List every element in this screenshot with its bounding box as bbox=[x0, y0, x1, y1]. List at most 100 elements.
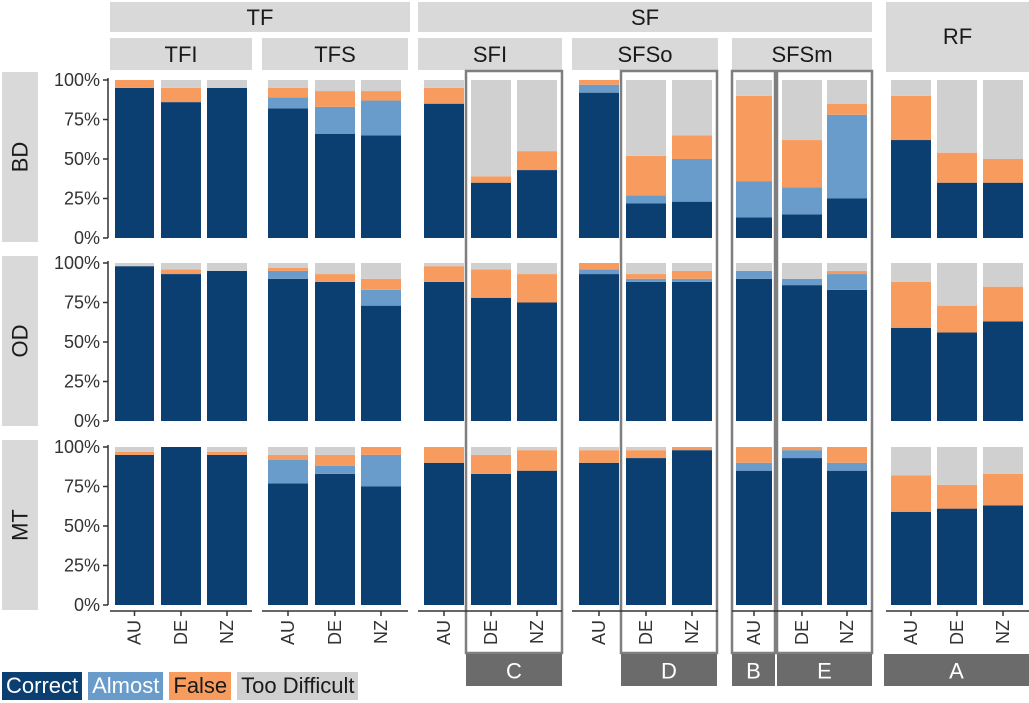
bar-mt-tfi-nz-too-difficult bbox=[207, 447, 247, 452]
group-strip-label: TF bbox=[247, 5, 274, 30]
bar-mt-tfs-au-correct bbox=[268, 483, 308, 605]
bar-od-sfso-de-almost bbox=[626, 278, 666, 282]
bar-bd-sfi-de-too-difficult bbox=[471, 80, 511, 177]
bar-mt-sfsm-au-correct bbox=[736, 470, 772, 605]
group-strip-label: RF bbox=[943, 24, 972, 49]
bar-bd-sfso-nz-false bbox=[672, 135, 712, 159]
bar-od-sfi-de-correct bbox=[471, 297, 511, 421]
bar-od-tfs-de-false bbox=[315, 274, 355, 282]
bar-bd-tfi-au-false bbox=[115, 80, 154, 88]
bar-bd-tfs-de-false bbox=[315, 91, 355, 107]
bar-mt-sfi-de-false bbox=[471, 454, 511, 474]
panel-strip-label: SFI bbox=[473, 42, 507, 67]
bar-od-tfi-de-false bbox=[161, 269, 201, 275]
bar-bd-tfs-nz-false bbox=[361, 91, 401, 101]
y-tick-label: 50% bbox=[64, 149, 100, 169]
x-axes: AU DE NZ AU DE NZ AU DE NZ AU DE NZ AU DE NZ AU DE NZ bbox=[110, 610, 1029, 645]
bar-bd-rf-nz-correct bbox=[983, 182, 1023, 238]
legend-item-correct: Correct bbox=[2, 672, 83, 700]
annotation-bar-e bbox=[777, 654, 872, 686]
bar-od-rf-de-false bbox=[937, 305, 977, 333]
x-tick-label: DE bbox=[636, 620, 656, 645]
bar-mt-tfs-de-too-difficult bbox=[315, 447, 355, 455]
bar-od-sfsm-nz-false bbox=[827, 270, 867, 275]
bar-mt-rf-au-false bbox=[891, 475, 931, 512]
y-tick-label: 25% bbox=[64, 556, 100, 576]
bar-od-sfi-nz-correct bbox=[517, 302, 557, 421]
bar-bd-sfi-nz-too-difficult bbox=[517, 80, 557, 152]
bar-mt-sfso-au-too-difficult bbox=[579, 447, 619, 451]
bar-od-sfso-au-almost bbox=[579, 269, 619, 275]
x-tick-label: AU bbox=[589, 620, 609, 645]
bar-bd-sfi-de-correct bbox=[471, 182, 511, 238]
x-tick-label: AU bbox=[744, 620, 764, 645]
bar-mt-sfi-nz-false bbox=[517, 450, 557, 471]
panel-strip-sfi bbox=[418, 38, 562, 70]
bar-od-sfso-de-false bbox=[626, 274, 666, 279]
bar-bd-tfs-au-correct bbox=[268, 108, 308, 238]
panel-strip-label: SFSm bbox=[771, 42, 832, 67]
bar-bd-sfso-de-too-difficult bbox=[626, 80, 666, 156]
annotation-bar-a bbox=[884, 654, 1029, 686]
bar-mt-tfi-nz-correct bbox=[207, 454, 247, 605]
annotation-label: D bbox=[661, 659, 677, 684]
x-tick-label: AU bbox=[901, 620, 921, 645]
row-strip-label: MT bbox=[8, 509, 33, 541]
bar-od-tfs-au-correct bbox=[268, 278, 308, 421]
bar-mt-rf-de-false bbox=[937, 484, 977, 509]
bar-bd-sfso-nz-almost bbox=[672, 159, 712, 202]
bar-bd-sfsm-de-false bbox=[782, 140, 822, 188]
bar-mt-tfs-nz-correct bbox=[361, 486, 401, 605]
bar-od-tfs-nz-correct bbox=[361, 305, 401, 421]
bar-bd-tfs-de-correct bbox=[315, 133, 355, 238]
bar-mt-sfsm-nz-correct bbox=[827, 470, 867, 605]
bar-od-sfsm-nz-too-difficult bbox=[827, 263, 867, 271]
bar-bd-tfs-nz-almost bbox=[361, 100, 401, 136]
group-strip-label: SF bbox=[631, 5, 659, 30]
bar-mt-sfsm-nz-false bbox=[827, 447, 867, 463]
bar-od-sfsm-au-too-difficult bbox=[736, 263, 772, 271]
y-tick-label: 25% bbox=[64, 372, 100, 392]
bar-mt-tfs-de-false bbox=[315, 454, 355, 466]
bar-bd-sfso-au-false bbox=[579, 80, 619, 85]
bar-od-rf-au-too-difficult bbox=[891, 263, 931, 282]
bar-od-tfs-de-too-difficult bbox=[315, 263, 355, 275]
bar-bd-rf-de-too-difficult bbox=[937, 80, 977, 153]
y-tick-label: 75% bbox=[64, 477, 100, 497]
facet-strips: TF SF RF TFI TFS SFI SFSo SFSm BD OD MT bbox=[2, 2, 1029, 610]
bar-bd-tfs-au-almost bbox=[268, 97, 308, 109]
annotation-label: C bbox=[506, 659, 522, 684]
bar-mt-tfi-de-correct bbox=[161, 447, 201, 605]
bar-od-sfsm-au-correct bbox=[736, 278, 772, 421]
bar-bd-rf-nz-too-difficult bbox=[983, 80, 1023, 159]
panel-strip-label: SFSo bbox=[617, 42, 672, 67]
bar-bd-rf-de-false bbox=[937, 152, 977, 183]
annotation-boxes bbox=[464, 69, 874, 655]
annotation-bar-b bbox=[732, 654, 775, 686]
bar-bd-sfso-nz-too-difficult bbox=[672, 80, 712, 136]
bar-bd-tfi-de-correct bbox=[161, 102, 201, 239]
bar-bd-sfi-nz-false bbox=[517, 151, 557, 171]
bar-bd-sfsm-au-false bbox=[736, 95, 772, 182]
legend-item-almost: Almost bbox=[88, 672, 164, 700]
bar-od-tfs-nz-false bbox=[361, 278, 401, 290]
bar-od-tfs-nz-too-difficult bbox=[361, 263, 401, 279]
bar-bd-sfsm-de-too-difficult bbox=[782, 80, 822, 141]
bar-bd-tfi-nz-too-difficult bbox=[207, 80, 247, 88]
bar-od-tfi-de-correct bbox=[161, 274, 201, 421]
bar-bd-tfs-de-almost bbox=[315, 106, 355, 134]
bar-mt-rf-de-correct bbox=[937, 508, 977, 605]
group-strip-tf bbox=[110, 2, 410, 32]
bar-mt-sfsm-de-almost bbox=[782, 450, 822, 459]
bar-bd-tfi-nz-correct bbox=[207, 87, 247, 239]
bar-bd-sfsm-de-almost bbox=[782, 187, 822, 215]
bar-mt-tfi-au-false bbox=[115, 451, 154, 455]
bar-mt-sfsm-de-false bbox=[782, 447, 822, 451]
annotation-label: E bbox=[817, 659, 832, 684]
bar-mt-rf-au-correct bbox=[891, 511, 931, 605]
bar-mt-sfsm-nz-almost bbox=[827, 462, 867, 471]
bar-bd-sfsm-au-too-difficult bbox=[736, 80, 772, 96]
bar-od-sfi-au-correct bbox=[424, 281, 464, 421]
